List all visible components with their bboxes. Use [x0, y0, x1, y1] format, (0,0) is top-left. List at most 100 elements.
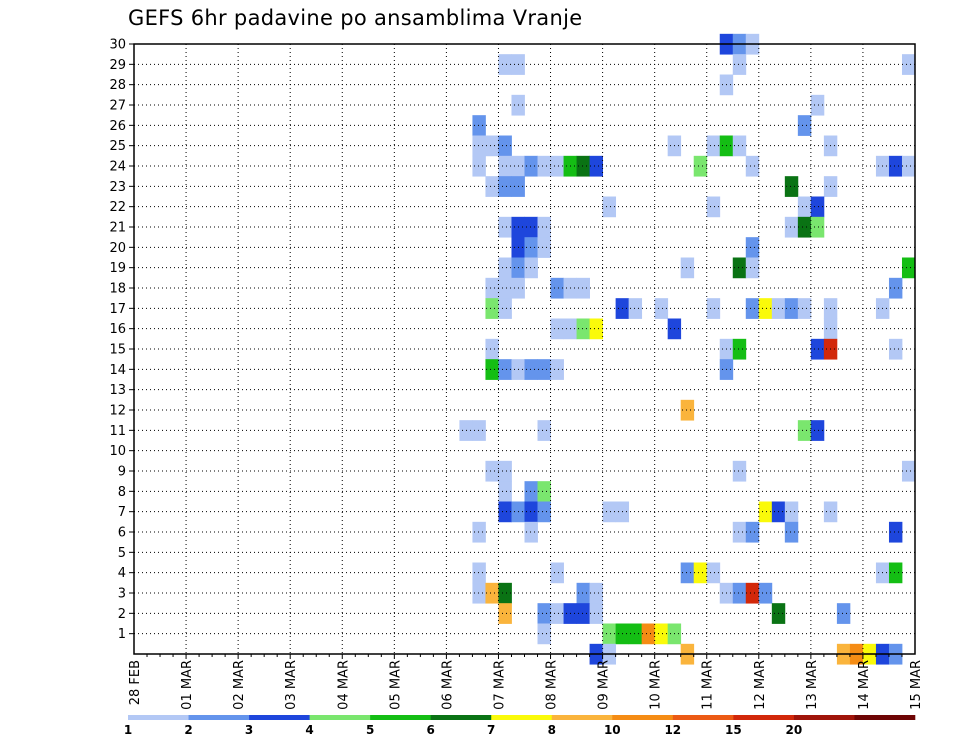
heatmap-cell: [576, 155, 590, 177]
y-tick-label: 27: [109, 99, 126, 114]
heatmap-cell: [797, 196, 812, 218]
heatmap-cell: [784, 176, 799, 197]
heatmap-cells: [459, 33, 916, 665]
y-tick-label: 1: [118, 627, 126, 642]
heatmap-cell: [576, 603, 590, 624]
y-tick-label: 7: [118, 505, 126, 520]
heatmap-cell: [706, 562, 721, 584]
heatmap-cell: [537, 216, 551, 238]
y-tick-label: 20: [109, 241, 126, 256]
y-tick-label: 4: [118, 566, 126, 581]
colorbar-label: 2: [184, 723, 192, 737]
heatmap-cell: [641, 623, 656, 645]
y-tick-label: 22: [109, 200, 126, 215]
heatmap-cell: [602, 196, 617, 218]
heatmap-cell: [628, 298, 643, 319]
heatmap-cell: [745, 298, 760, 319]
heatmap-cell: [901, 460, 916, 482]
heatmap-cell: [654, 623, 669, 645]
colorbar-swatch: [854, 715, 916, 720]
colorbar-swatch: [188, 715, 250, 720]
heatmap-cell: [797, 115, 812, 136]
heatmap-cell: [472, 155, 486, 177]
heatmap-cell: [810, 420, 825, 441]
y-tick-label: 26: [109, 119, 126, 134]
y-tick-label: 15: [109, 343, 126, 358]
heatmap-cell: [784, 521, 799, 543]
colorbar-label: 1: [124, 723, 132, 737]
heatmap-cell: [485, 176, 499, 197]
heatmap-cell: [888, 338, 903, 360]
heatmap-cell: [745, 257, 760, 279]
heatmap-cell: [576, 582, 590, 604]
heatmap-cell: [550, 603, 564, 624]
heatmap-cell: [901, 155, 916, 177]
x-tick-label: 02 MAR: [232, 660, 247, 710]
heatmap-cell: [602, 623, 617, 645]
colorbar-label: 3: [245, 723, 253, 737]
heatmap-cell: [498, 135, 512, 157]
x-tick-label: 05 MAR: [388, 660, 403, 710]
x-tick-label: 14 MAR: [857, 660, 872, 710]
colorbar-swatch: [551, 715, 613, 720]
y-tick-label: 19: [109, 261, 126, 276]
y-tick-label: 10: [109, 444, 126, 459]
x-tick-label: 12 MAR: [753, 660, 768, 710]
y-tick-label: 9: [118, 465, 126, 480]
colorbar-label: 7: [487, 723, 495, 737]
y-tick-label: 21: [109, 221, 126, 236]
colorbar-label: 6: [427, 723, 435, 737]
heatmap-cell: [784, 501, 799, 523]
heatmap-cell: [758, 298, 773, 319]
y-tick-label: 30: [109, 38, 126, 53]
heatmap-cell: [810, 338, 825, 360]
heatmap-cell: [797, 420, 812, 441]
heatmap-cell: [732, 338, 747, 360]
heatmap-cell: [472, 582, 486, 604]
y-tick-label: 14: [109, 363, 126, 378]
heatmap-cell: [810, 216, 825, 238]
heatmap-cell: [680, 562, 695, 584]
heatmap-cell: [550, 318, 564, 340]
heatmap-cell: [550, 155, 564, 177]
heatmap-cell: [732, 582, 747, 604]
y-axis-ticks: 1234567891011121314151617181920212223242…: [109, 38, 134, 642]
x-axis-ticks: 28 FEB 01 MAR 02 MAR 03 MAR 04 MAR 05 MAR 06 M…: [128, 654, 924, 710]
heatmap-cell: [485, 135, 499, 157]
y-tick-label: 18: [109, 282, 126, 297]
heatmap-cell: [732, 257, 747, 279]
heatmap-cell: [732, 54, 747, 75]
heatmap-cell: [498, 603, 512, 624]
colorbar: 1 2 3 4 5 6 7 8 10 12 15 20: [124, 715, 916, 737]
y-tick-label: 16: [109, 322, 126, 337]
heatmap-cell: [537, 603, 551, 624]
heatmap-cell: [472, 115, 486, 136]
heatmap-cell: [485, 277, 499, 299]
x-tick-label: 06 MAR: [440, 660, 455, 710]
colorbar-label: 5: [366, 723, 374, 737]
x-tick-label: 15 MAR: [909, 660, 924, 710]
heatmap-cell: [498, 216, 512, 238]
y-tick-label: 6: [118, 526, 126, 541]
y-tick-label: 25: [109, 139, 126, 154]
heatmap-cell: [797, 216, 812, 238]
y-tick-label: 28: [109, 78, 126, 93]
x-tick-label: 03 MAR: [284, 660, 299, 710]
heatmap-cell: [706, 196, 721, 218]
heatmap-cell: [745, 237, 760, 258]
heatmap-cell: [602, 501, 617, 523]
heatmap-cell: [472, 521, 486, 543]
heatmap-cell: [745, 521, 760, 543]
heatmap-cell: [472, 562, 486, 584]
colorbar-swatch: [249, 715, 310, 720]
heatmap-cell: [498, 501, 512, 523]
heatmap-cell: [472, 135, 486, 157]
chart-title: GEFS 6hr padavine po ansamblima Vranje: [128, 6, 583, 30]
colorbar-swatch: [309, 715, 371, 720]
colorbar-label: 10: [604, 723, 621, 737]
x-tick-label: 04 MAR: [336, 660, 351, 710]
heatmap-cell: [576, 277, 590, 299]
grid-lines: [134, 43, 915, 654]
colorbar-label: 12: [664, 723, 681, 737]
